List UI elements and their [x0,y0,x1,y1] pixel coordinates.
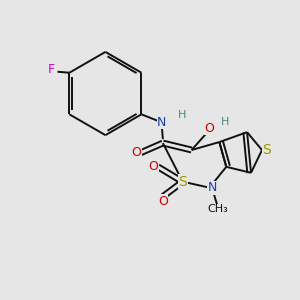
Text: O: O [131,146,141,160]
Text: CH₃: CH₃ [207,204,228,214]
Text: O: O [205,122,214,135]
Text: S: S [262,143,271,157]
Text: N: N [208,181,217,194]
Text: H: H [178,110,186,120]
Text: O: O [158,195,168,208]
Text: H: H [221,117,230,127]
Text: S: S [178,175,187,189]
Text: O: O [148,160,158,173]
Text: N: N [157,116,167,129]
Text: F: F [48,63,55,76]
